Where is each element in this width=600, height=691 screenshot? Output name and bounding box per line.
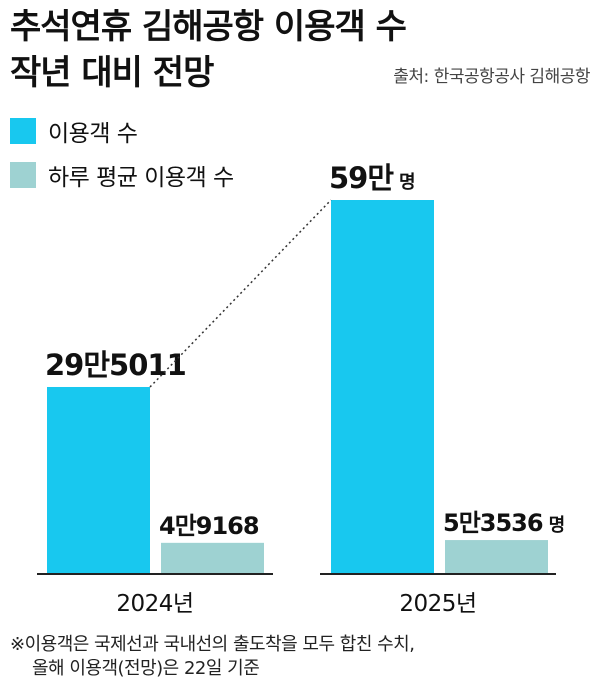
footnote-line-2: 올해 이용객(전망)은 22일 기준 bbox=[10, 657, 414, 681]
footnote: ※이용객은 국제선과 국내선의 출도착을 모두 합친 수치, 올해 이용객(전망… bbox=[10, 633, 414, 681]
data-label-daily-average-1: 5만3536명 bbox=[443, 509, 564, 537]
bar-passengers-1 bbox=[331, 200, 434, 574]
x-tick-label-0: 2024년 bbox=[116, 591, 193, 617]
data-label-passengers-1: 59만명 bbox=[329, 161, 415, 195]
bar-daily-average-0 bbox=[161, 543, 264, 574]
bar-daily-average-1 bbox=[445, 540, 548, 574]
unit-label: 명 bbox=[399, 172, 415, 193]
unit-label: 명 bbox=[549, 515, 565, 536]
footnote-line-1: ※이용객은 국제선과 국내선의 출도착을 모두 합친 수치, bbox=[10, 633, 414, 657]
x-tick-label-1: 2025년 bbox=[399, 591, 476, 617]
data-label-passengers-0: 29만5011 bbox=[45, 348, 186, 382]
bar-passengers-0 bbox=[47, 387, 150, 574]
data-label-daily-average-0: 4만9168 bbox=[159, 512, 259, 540]
bar-chart: 29만5011 59만명 4만9168 5만3536명 2024년 2025년 bbox=[0, 0, 600, 630]
